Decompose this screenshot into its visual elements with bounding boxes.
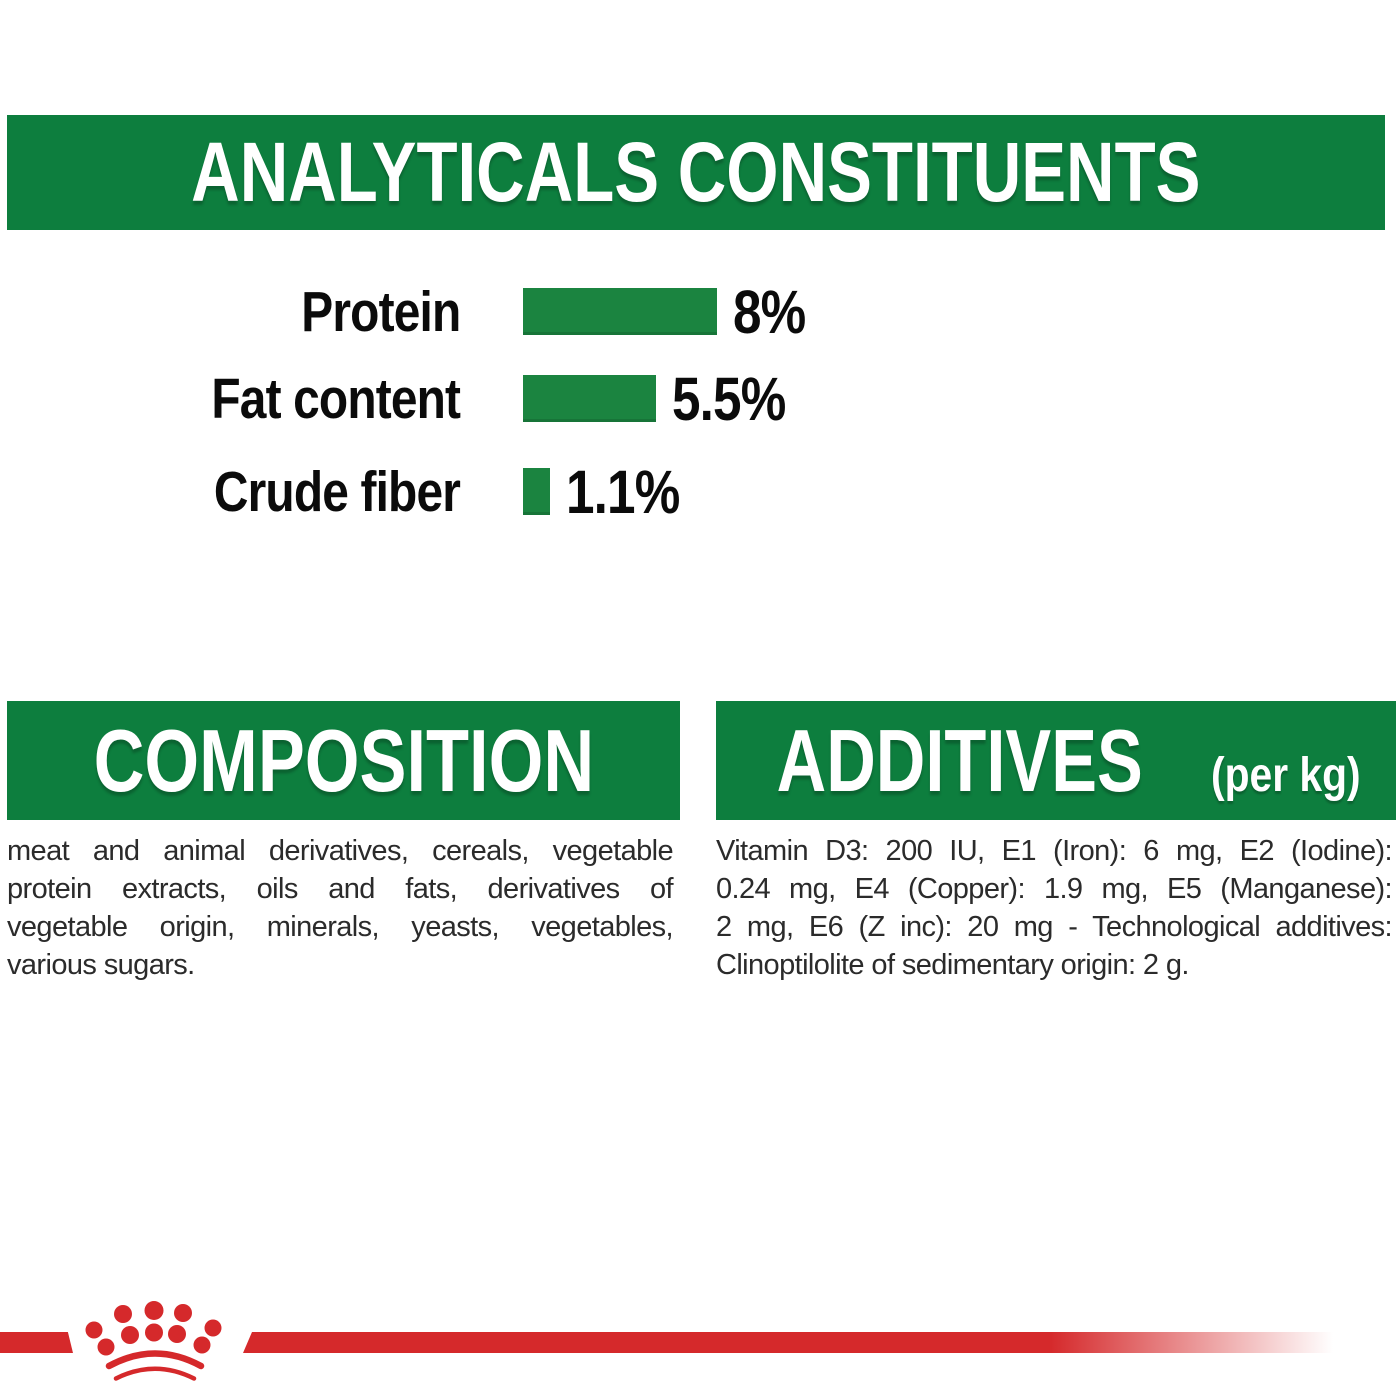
chart-label-fiber: Crude fiber [213,459,461,524]
additives-title: ADDITIVES [776,710,1144,810]
brand-stripe-left [0,1332,73,1353]
analyticals-title: ANALYTICALS CONSTITUENTS [191,125,1201,219]
chart-bar-protein [523,288,717,335]
chart-row-protein: Protein 8% [0,278,1400,346]
composition-title: COMPOSITION [93,710,594,810]
composition-line: protein extracts, oils and fats, derivat… [7,873,674,905]
composition-line: meat and animal derivatives, cereals, ve… [7,835,674,867]
additives-line: 0.24 mg, E4 (Copper): 1.9 mg, E5 (Mangan… [716,873,1393,905]
composition-line: various sugars. [7,949,195,981]
chart-row-fiber: Crude fiber 1.1% [0,458,1400,526]
brand-stripe-right [243,1332,1333,1353]
chart-label-protein: Protein [300,279,461,344]
royal-canin-crown-logo [85,1301,222,1381]
additives-header-bar: ADDITIVES (per kg) [716,701,1396,820]
additives-text: Vitamin D3: 200 IU, E1 (Iron): 6 mg, E2 … [716,832,1393,984]
composition-text: meat and animal derivatives, cereals, ve… [7,832,674,984]
composition-header-bar: COMPOSITION [7,701,680,820]
additives-title-suffix: (per kg) [1210,748,1361,802]
composition-line: vegetable origin, minerals, yeasts, vege… [7,911,674,943]
chart-value-protein: 8% [732,277,806,346]
chart-row-fat: Fat content 5.5% [0,365,1400,433]
additives-line: Clinoptilolite of sedimentary origin: 2 … [716,949,1189,981]
chart-bar-fiber [523,468,550,515]
chart-label-fat: Fat content [211,366,461,431]
chart-value-fiber: 1.1% [565,457,680,526]
analyticals-header-bar: ANALYTICALS CONSTITUENTS [7,115,1385,230]
chart-bar-fat [523,375,657,422]
chart-value-fat: 5.5% [672,364,786,433]
additives-line: 2 mg, E6 (Z inc): 20 mg - Technological … [716,911,1393,943]
additives-line: Vitamin D3: 200 IU, E1 (Iron): 6 mg, E2 … [716,835,1393,867]
